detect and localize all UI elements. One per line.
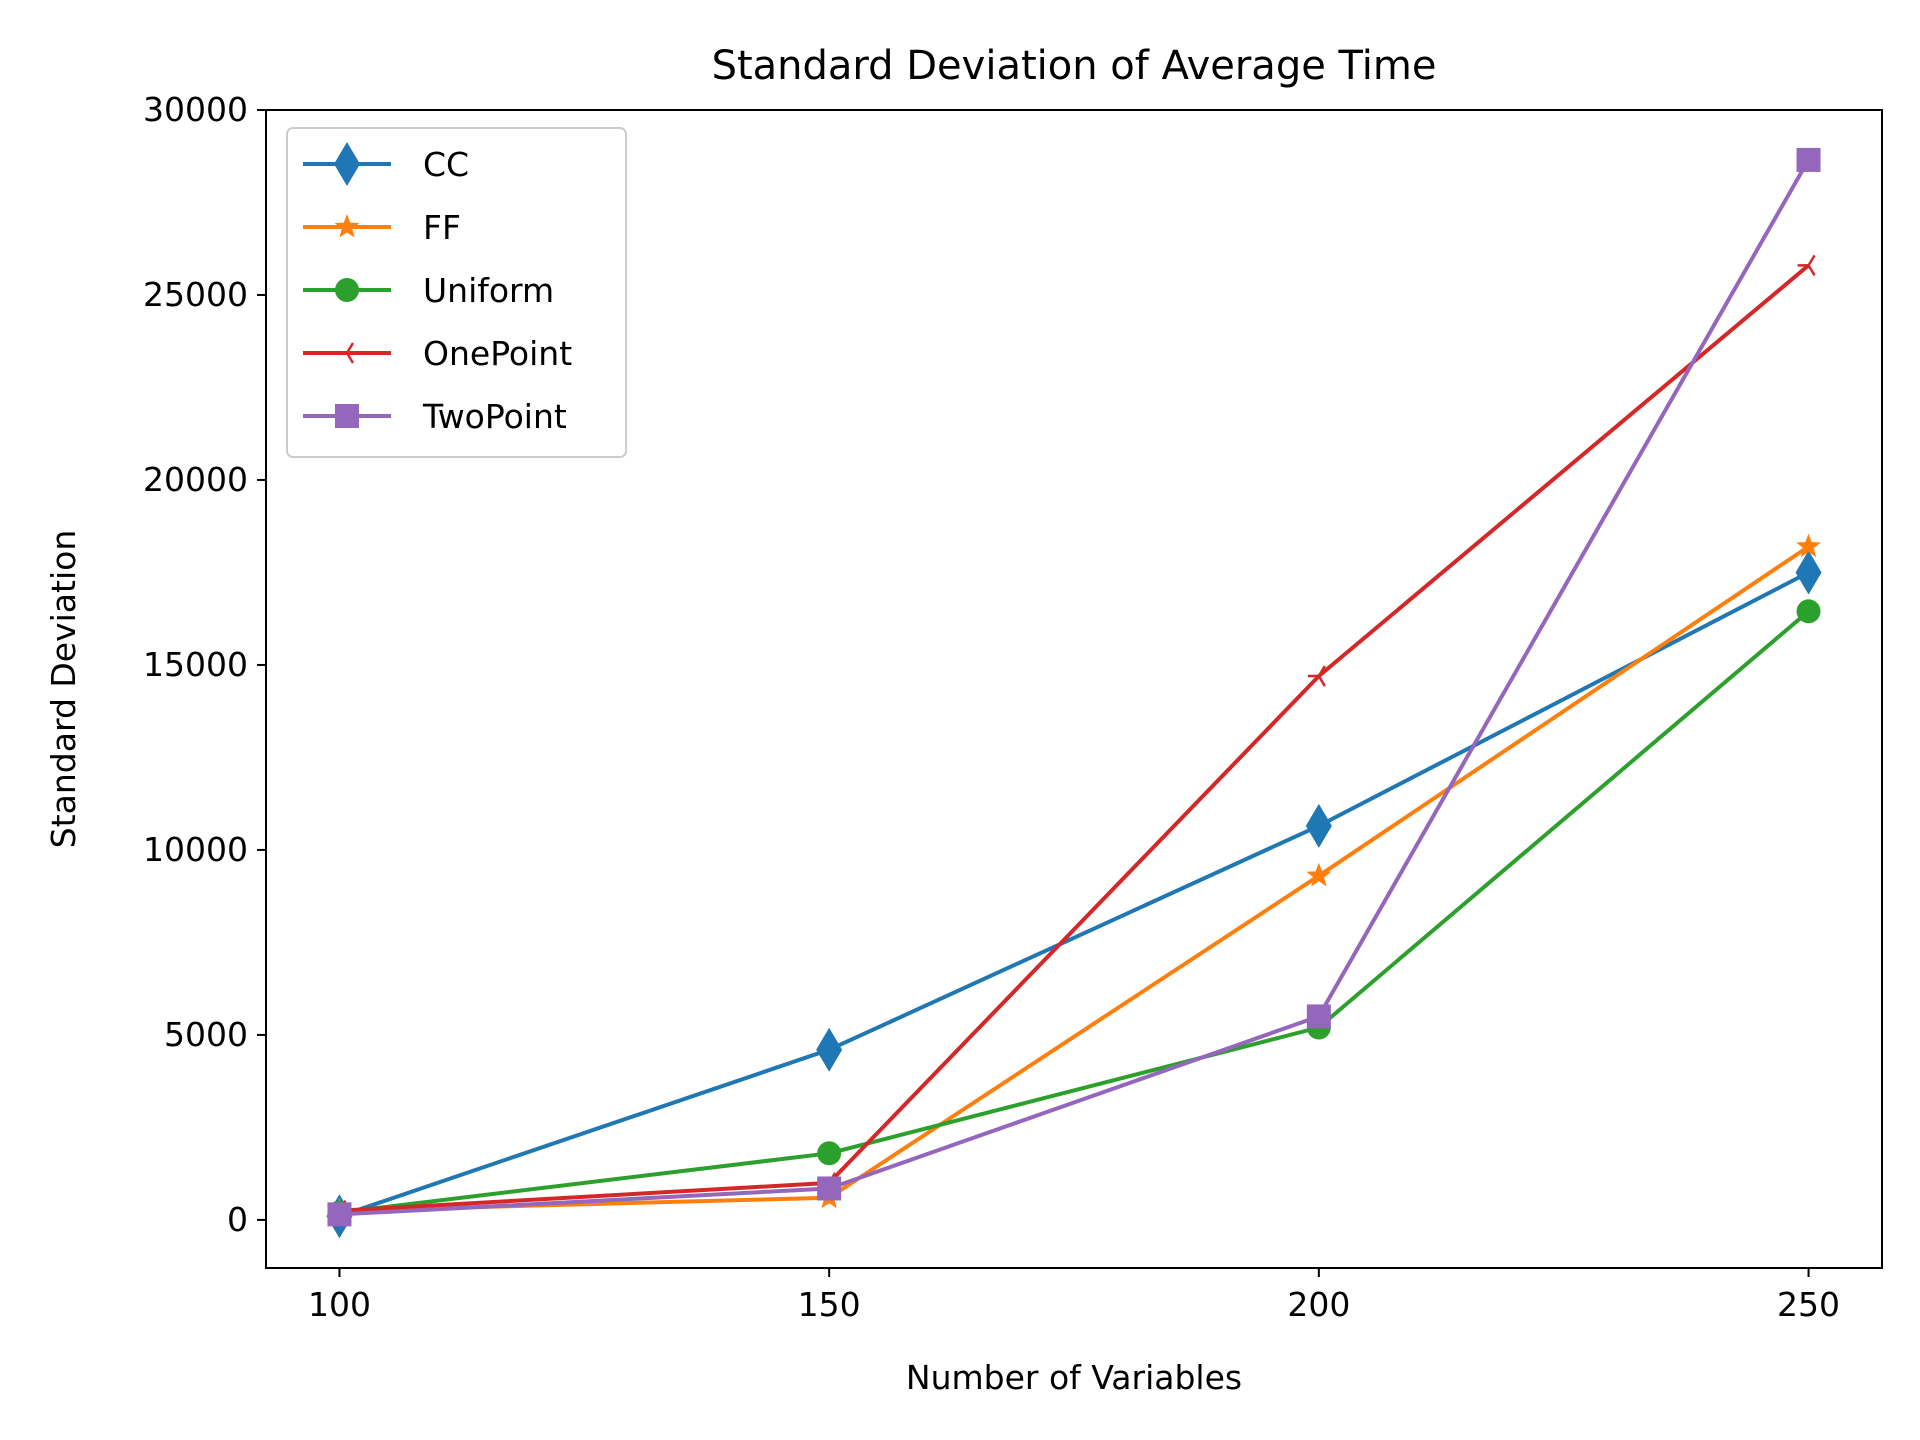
data-point-twopoint <box>817 1176 842 1201</box>
y-axis-title: Standard Deviation <box>44 530 83 848</box>
legend-label: FF <box>423 208 461 247</box>
legend: CC FF Uniform OnePoint TwoPoint <box>286 127 627 458</box>
plot-frame <box>265 109 1883 1269</box>
y-tick-label: 0 <box>227 1200 248 1239</box>
data-point-twopoint <box>327 1202 352 1227</box>
legend-item-cc: CC <box>303 142 469 186</box>
legend-marker <box>335 278 359 302</box>
legend-marker <box>334 142 360 186</box>
series-cc <box>326 550 1822 1239</box>
data-point-cc <box>1305 803 1332 848</box>
data-point-ff <box>1306 862 1332 887</box>
data-point-twopoint <box>1796 147 1821 172</box>
data-point-twopoint <box>1306 1004 1331 1029</box>
y-tick-label: 20000 <box>143 460 248 499</box>
legend-marker <box>335 404 359 428</box>
data-point-cc <box>1795 550 1822 595</box>
data-point-uniform <box>817 1141 842 1166</box>
series-line-twopoint <box>339 158 1811 1217</box>
data-point-onepoint <box>1797 254 1816 277</box>
axis-ticks: 100 150 200 250 0 5000 10000 15000 20000 25000 300… <box>143 90 1840 1324</box>
series-uniform <box>327 599 1821 1225</box>
series-layer <box>326 147 1822 1239</box>
legend-item-uniform: Uniform <box>303 271 554 310</box>
data-point-uniform <box>1796 599 1821 624</box>
x-tick-label: 100 <box>308 1285 371 1324</box>
x-tick-label: 150 <box>798 1285 861 1324</box>
legend-marker <box>334 214 360 238</box>
legend-item-onepoint: OnePoint <box>303 334 572 373</box>
y-tick-label: 30000 <box>143 90 248 129</box>
legend-marker <box>336 342 355 364</box>
series-line-uniform <box>339 609 1810 1215</box>
data-point-cc <box>816 1027 843 1072</box>
data-point-onepoint <box>1307 665 1326 687</box>
y-tick-label: 25000 <box>143 275 248 314</box>
legend-label: TwoPoint <box>422 397 567 436</box>
legend-item-twopoint: TwoPoint <box>303 397 567 436</box>
legend-item-ff: FF <box>303 208 461 247</box>
y-tick-label: 10000 <box>143 830 248 869</box>
series-line-onepoint <box>339 263 1810 1213</box>
legend-label: CC <box>423 145 469 184</box>
chart-title: Standard Deviation of Average Time <box>712 43 1437 89</box>
x-axis-title: Number of Variables <box>906 1358 1242 1397</box>
series-line-cc <box>338 570 1810 1219</box>
data-point-ff <box>1796 533 1821 558</box>
legend-label: Uniform <box>423 271 554 310</box>
series-line-ff <box>339 544 1810 1213</box>
series-twopoint <box>327 147 1821 1227</box>
x-tick-label: 200 <box>1287 1285 1350 1324</box>
y-tick-label: 5000 <box>164 1015 248 1054</box>
legend-label: OnePoint <box>423 334 572 373</box>
y-tick-label: 15000 <box>143 645 248 684</box>
legend-frame <box>286 127 627 458</box>
series-ff <box>327 533 1821 1222</box>
x-tick-label: 250 <box>1777 1285 1840 1324</box>
